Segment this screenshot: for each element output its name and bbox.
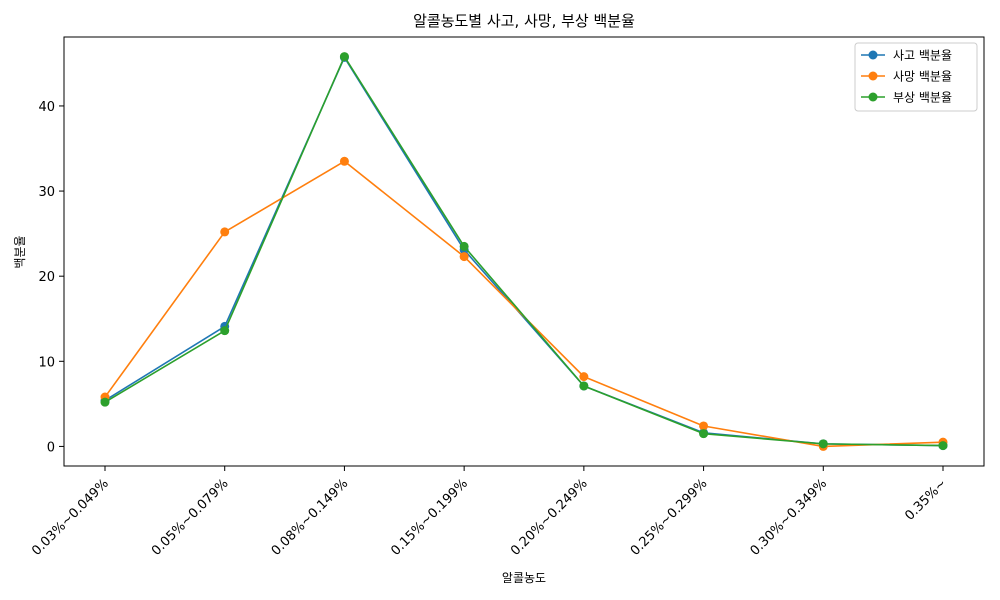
y-tick-label: 40 — [38, 100, 55, 115]
y-axis-label: 백분율 — [13, 235, 27, 268]
legend-label: 부상 백분율 — [893, 91, 952, 105]
data-point — [339, 156, 349, 166]
x-tick-label: 0.20%~0.249% — [508, 476, 591, 559]
legend-label: 사고 백분율 — [893, 49, 952, 63]
legend-item: 부상 백분율 — [861, 91, 952, 105]
data-point — [220, 326, 230, 336]
x-tick-label: 0.03%~0.049% — [29, 476, 112, 559]
series-1 — [100, 52, 948, 451]
data-point — [339, 52, 349, 62]
legend-box — [854, 42, 978, 112]
data-point — [459, 241, 469, 251]
data-point — [699, 429, 709, 439]
legend-marker — [868, 50, 878, 60]
data-point — [220, 227, 230, 237]
data-point — [699, 421, 709, 431]
x-tick-label: 0.15%~0.199% — [388, 476, 471, 559]
y-tick-label: 10 — [38, 355, 55, 370]
x-axis: 0.03%~0.049% 0.05%~0.079% 0.08%~0.149% 0.15… — [29, 466, 950, 559]
chart-title: 알콜농도별 사고, 사망, 부상 백분율 — [413, 12, 635, 30]
data-point — [579, 372, 589, 382]
data-point — [100, 397, 110, 407]
data-point — [818, 439, 828, 449]
series-3 — [100, 52, 948, 451]
legend-marker — [868, 92, 878, 102]
data-point — [459, 252, 469, 262]
plot-frame — [63, 36, 985, 467]
legend-label: 사망 백분율 — [893, 70, 952, 84]
x-tick-label: 0.25%~0.299% — [628, 476, 711, 559]
series-line — [104, 55, 944, 447]
x-tick-label: 0.05%~0.079% — [149, 476, 232, 559]
y-tick-label: 0 — [47, 440, 55, 455]
x-axis-label: 알콜농도 — [502, 571, 546, 585]
data-point — [938, 441, 948, 451]
x-tick-label: 0.30%~0.349% — [748, 476, 831, 559]
series-line — [104, 160, 944, 448]
x-tick-label: 0.08%~0.149% — [269, 476, 352, 559]
legend-item: 사고 백분율 — [861, 49, 952, 63]
y-axis: 0 10 20 30 40 — [38, 100, 64, 455]
data-point — [579, 381, 589, 391]
y-tick-label: 30 — [38, 185, 55, 200]
legend-marker — [868, 71, 878, 81]
legend-item: 사망 백분율 — [861, 70, 952, 84]
y-tick-label: 20 — [38, 270, 55, 285]
x-tick-label: 0.35%~ — [902, 476, 950, 524]
series-line — [104, 56, 944, 447]
plot-area — [100, 52, 948, 451]
series-2 — [100, 156, 948, 451]
